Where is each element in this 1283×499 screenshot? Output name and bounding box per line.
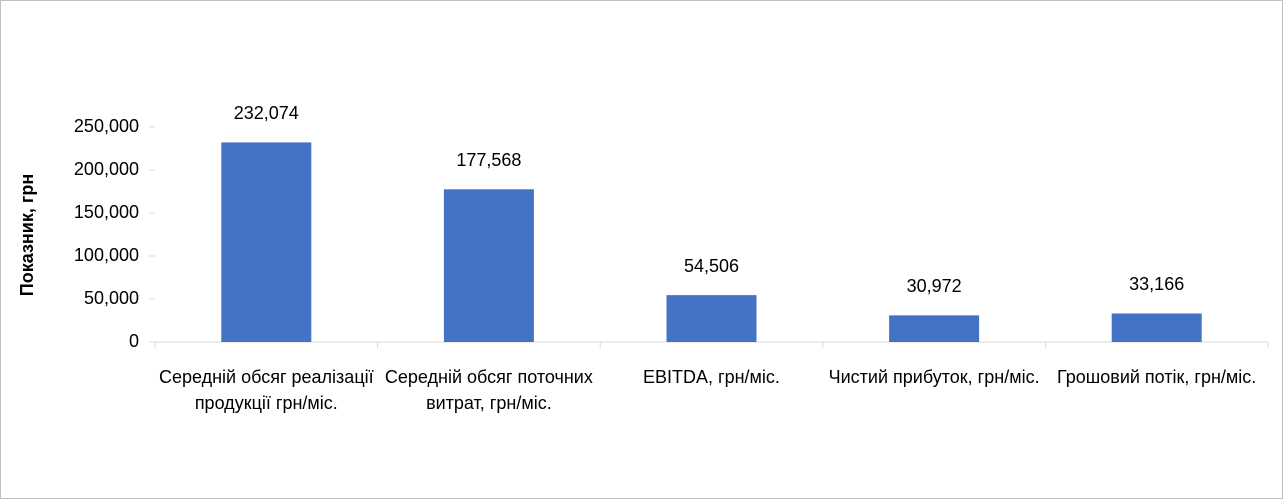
x-tick-label: Грошовий потік, грн/міс. [1057, 367, 1257, 387]
y-tick-label: 250,000 [74, 116, 139, 136]
value-label: 177,568 [456, 150, 521, 170]
x-tick-label: EBITDA, грн/міс. [643, 367, 780, 387]
value-label: 232,074 [234, 103, 299, 123]
value-label: 54,506 [684, 256, 739, 276]
value-label: 33,166 [1129, 274, 1184, 294]
bar [443, 189, 534, 342]
y-tick-label: 50,000 [84, 288, 139, 308]
bar [889, 315, 980, 342]
x-tick-label: Середній обсяг реалізації продукції грн/… [158, 367, 374, 413]
y-tick-label: 200,000 [74, 159, 139, 179]
value-label: 30,972 [907, 276, 962, 296]
x-tick-label: Чистий прибуток, грн/міс. [828, 367, 1040, 387]
y-tick-label: 0 [129, 331, 139, 351]
y-tick-label: 100,000 [74, 245, 139, 265]
x-tick-label: Середній обсяг поточних витрат, грн/міс. [384, 367, 593, 413]
y-tick-label: 150,000 [74, 202, 139, 222]
bar [221, 142, 312, 342]
bar [666, 295, 757, 342]
y-axis-label: Показник, грн [17, 174, 37, 296]
bar [1111, 313, 1202, 342]
